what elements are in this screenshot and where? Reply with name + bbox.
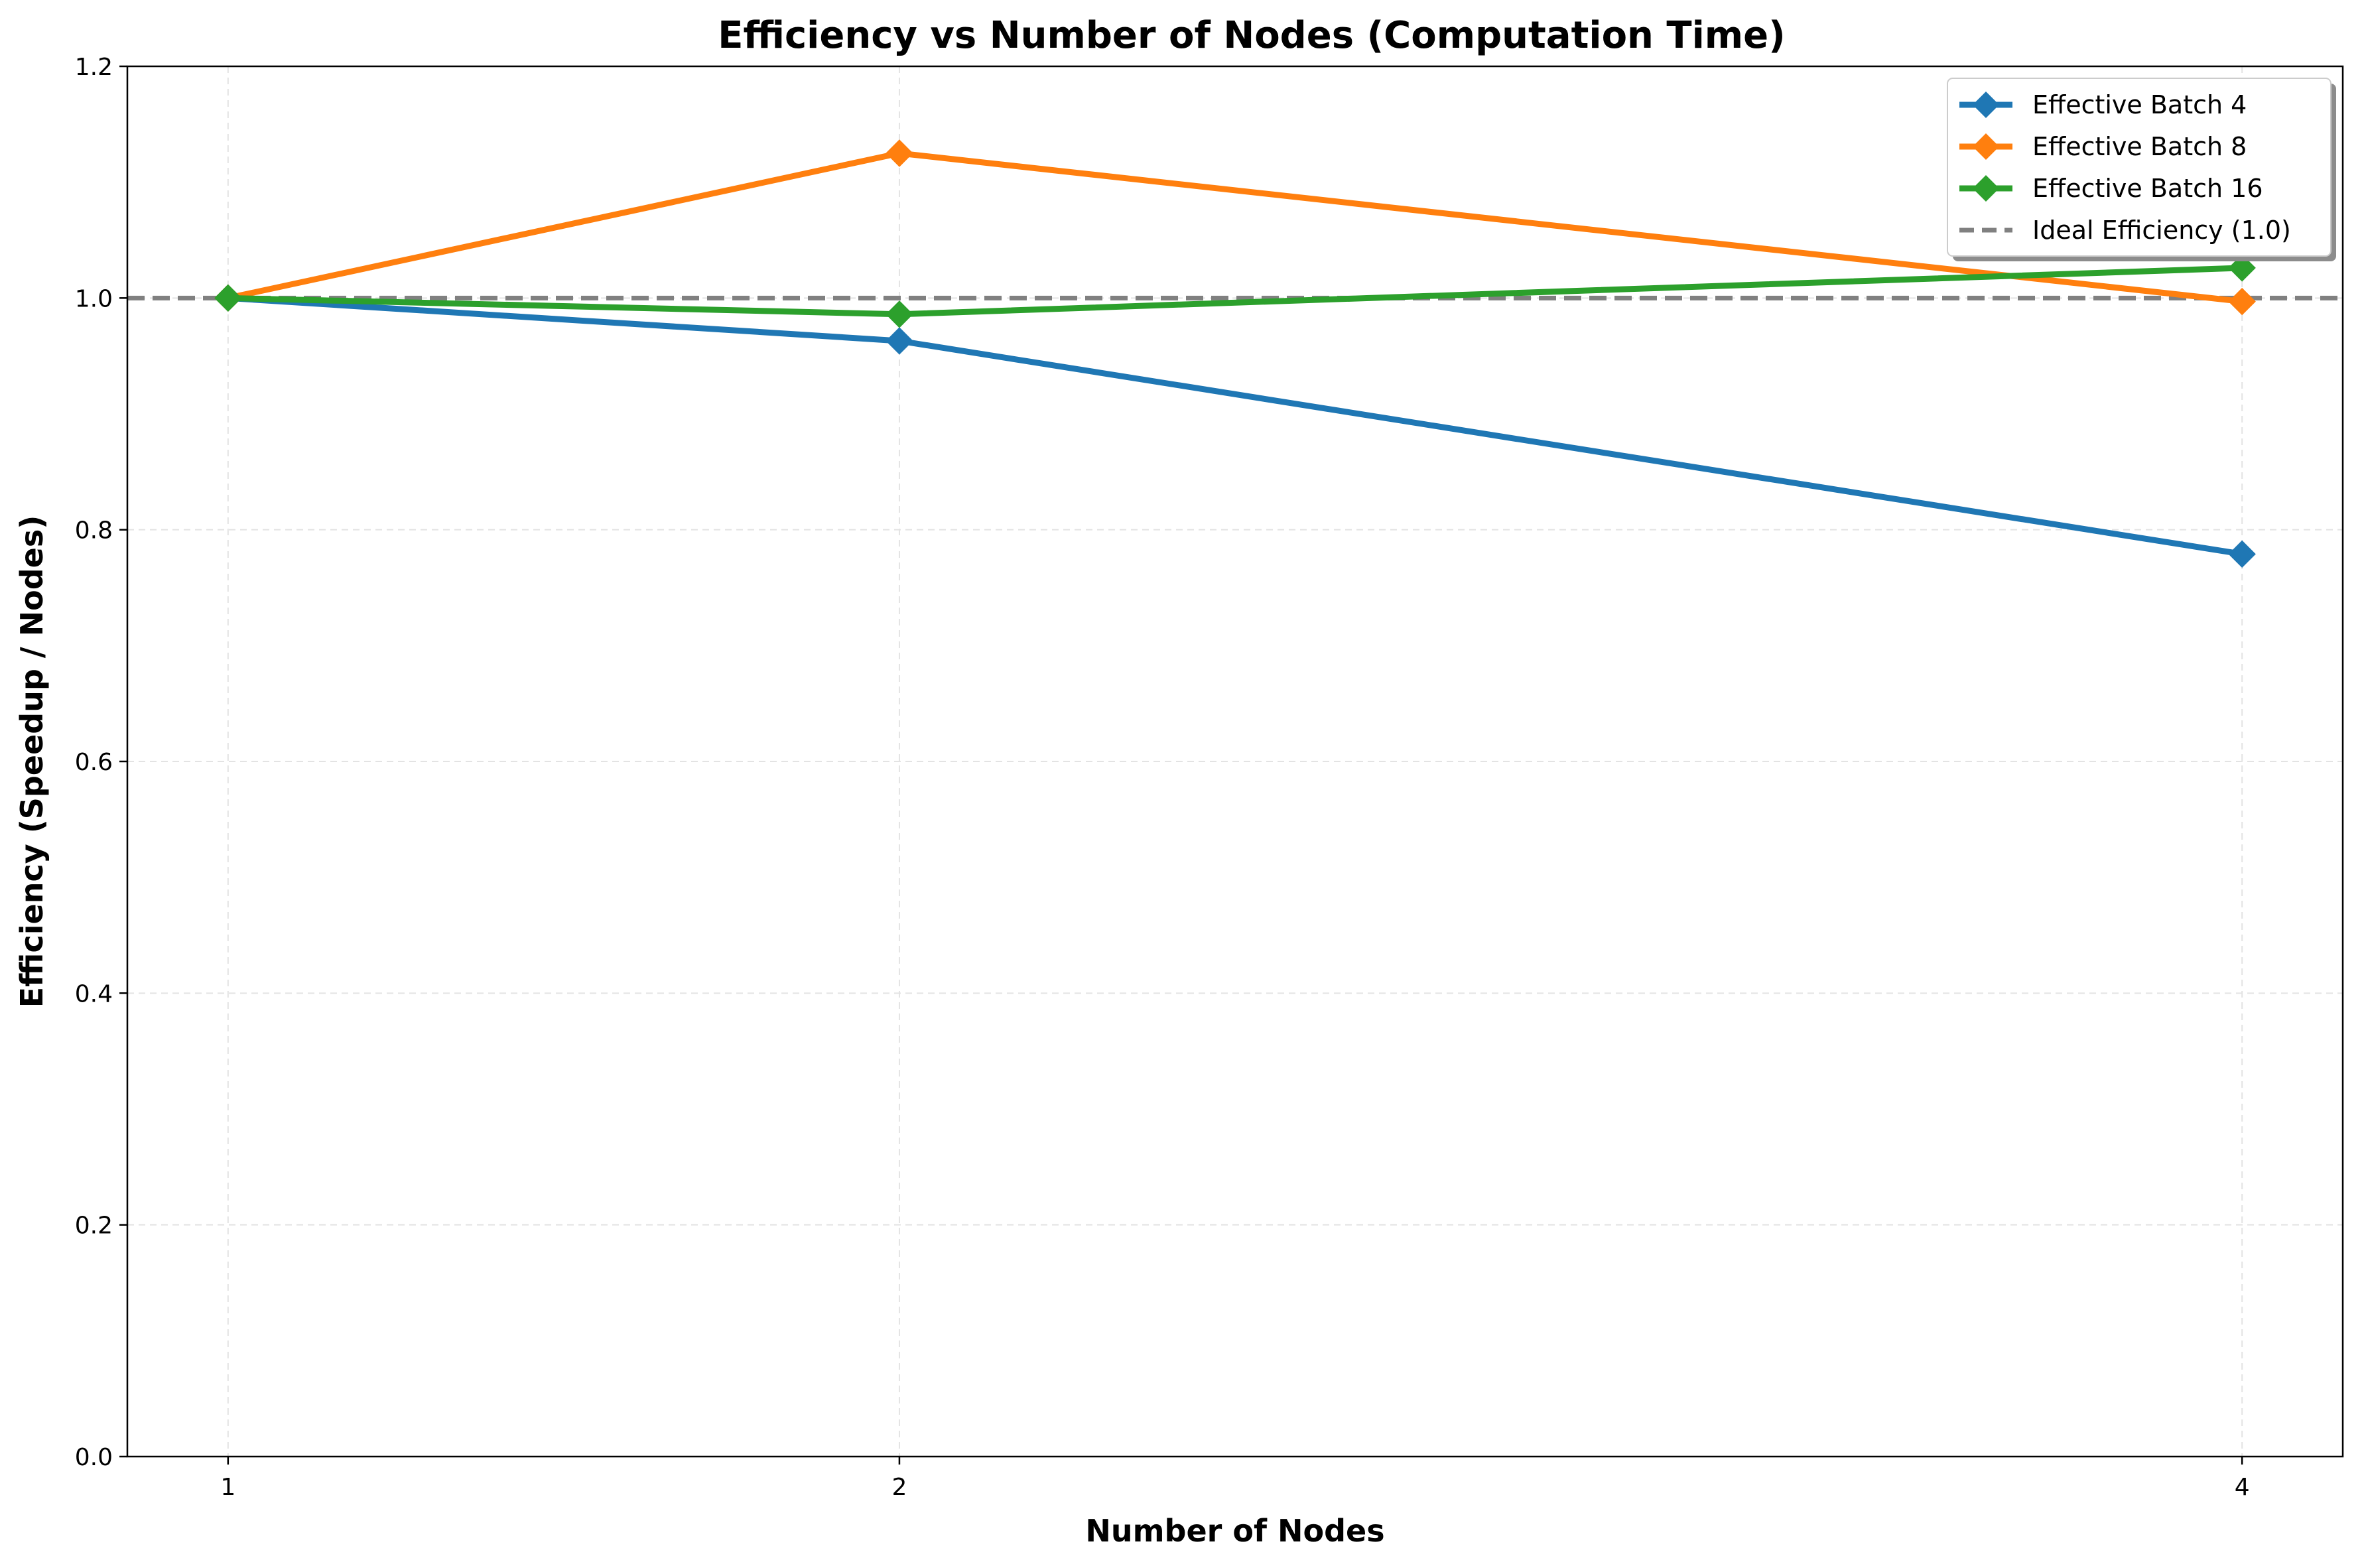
legend-entry: Effective Batch 4	[1959, 90, 2247, 119]
y-axis-label: Efficiency (Speedup / Nodes)	[14, 515, 50, 1008]
y-tick-label: 0.4	[75, 980, 113, 1008]
legend-label: Effective Batch 16	[2032, 174, 2263, 203]
chart-title: Efficiency vs Number of Nodes (Computati…	[718, 14, 1785, 57]
legend-marker-swatch	[1973, 175, 1999, 202]
legend-label: Effective Batch 8	[2032, 132, 2247, 161]
legend-box	[1947, 78, 2331, 257]
plot-frame	[126, 65, 2344, 1458]
legend: Effective Batch 4 Effective Batch 8 Effect…	[1947, 78, 2336, 261]
y-tick-label: 0.8	[75, 517, 113, 545]
legend-marker-swatch	[1973, 92, 1999, 118]
data-point-marker	[886, 139, 913, 167]
data-point-marker	[886, 300, 913, 328]
legend-entry: Effective Batch 8	[1959, 132, 2247, 161]
y-tick-label: 0.6	[75, 749, 113, 776]
legend-label: Ideal Efficiency (1.0)	[2032, 216, 2291, 245]
x-axis-label: Number of Nodes	[1085, 1513, 1384, 1549]
axis-ticks: 1 2 4 0.0 0.2 0.4 0.6 0.8 1.0 1.2	[75, 54, 2250, 1501]
data-point-marker	[2228, 287, 2256, 316]
data-point-marker	[214, 284, 242, 312]
legend-entry: Ideal Efficiency (1.0)	[1959, 216, 2291, 245]
x-tick-label: 1	[220, 1474, 235, 1501]
y-tick-label: 0.2	[75, 1212, 113, 1240]
legend-marker-swatch	[1973, 133, 1999, 160]
data-point-marker	[886, 327, 913, 355]
legend-entry: Effective Batch 16	[1959, 174, 2263, 203]
y-tick-label: 0.0	[75, 1444, 113, 1471]
data-series	[214, 139, 2256, 568]
x-tick-label: 4	[2235, 1474, 2250, 1501]
y-tick-label: 1.2	[75, 54, 113, 81]
x-tick-label: 2	[891, 1474, 907, 1501]
data-point-marker	[2228, 540, 2256, 568]
y-tick-label: 1.0	[75, 285, 113, 312]
legend-label: Effective Batch 4	[2032, 90, 2247, 119]
